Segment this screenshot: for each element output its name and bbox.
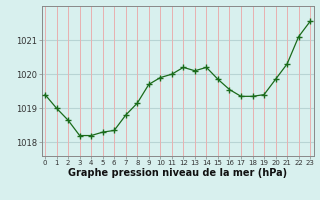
- X-axis label: Graphe pression niveau de la mer (hPa): Graphe pression niveau de la mer (hPa): [68, 168, 287, 178]
